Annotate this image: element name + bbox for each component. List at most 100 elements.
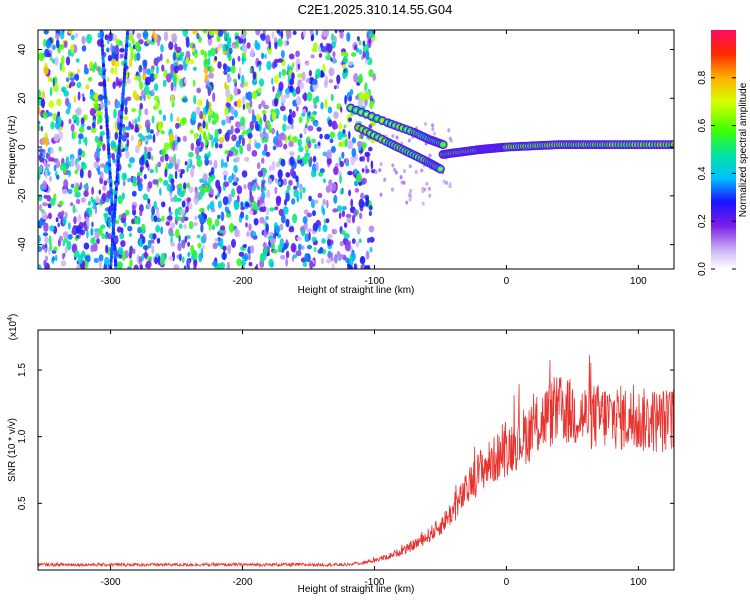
spectrogram-cell [263, 242, 267, 248]
spectrogram-cell [106, 47, 110, 53]
spectrogram-cell [295, 96, 302, 106]
spectrogram-cell [164, 168, 168, 178]
spectrogram-cell [117, 81, 123, 86]
spectrogram-cell [44, 236, 49, 244]
spectrogram-cell [354, 168, 358, 175]
spectrogram-cell [259, 206, 264, 212]
spectrogram-cell [311, 138, 317, 144]
spectrogram-cell [368, 69, 374, 78]
spectrogram-cell [208, 159, 213, 166]
spectrogram-cell [147, 147, 153, 152]
spectrogram-cell [266, 120, 271, 126]
spectrogram-cell [55, 217, 59, 223]
spectrogram-cell [330, 57, 333, 62]
spectrogram-cell [68, 118, 72, 125]
spectrogram-cell [298, 116, 303, 124]
spectrogram-cell [58, 235, 64, 242]
spectrogram-cell [173, 194, 178, 203]
spectrogram-cell [242, 103, 246, 110]
spectrogram-cell [286, 30, 292, 39]
spectrogram-cell [155, 163, 158, 174]
spectrogram-cell [142, 59, 148, 67]
spectrogram-cell [172, 76, 177, 83]
spectrogram-cell [61, 65, 66, 73]
spectrogram-cell [199, 110, 204, 120]
spectrogram-cell [447, 128, 451, 133]
spectrogram-cell [268, 165, 272, 172]
spectrogram-cell [147, 198, 151, 204]
spectrogram-cell [198, 125, 204, 135]
spectrogram-cell [408, 193, 411, 198]
spectrogram-cell [92, 204, 97, 210]
spectrogram-cell [323, 46, 328, 52]
spectrogram-cell [59, 30, 65, 40]
spectrogram-cell [358, 198, 365, 209]
spectrogram-cell [115, 53, 119, 62]
spectrogram-cell [317, 249, 324, 254]
spectrogram-cell [94, 61, 97, 70]
spectrogram-cell [337, 131, 343, 141]
spectrogram-cell [132, 90, 137, 100]
spectrogram-cell [379, 192, 383, 197]
spectrogram-cell [131, 204, 136, 211]
spectrogram-cell [261, 181, 265, 189]
spectrogram-cell [211, 224, 216, 231]
spectrogram-cell [104, 233, 108, 240]
spectrogram-cell [257, 185, 261, 191]
spectrogram-cell [133, 264, 139, 269]
spectrogram-cell [83, 242, 90, 250]
spectrogram-cell [245, 202, 250, 208]
spectrogram-cell [214, 142, 219, 149]
spectrogram-cell [351, 137, 357, 144]
spectrogram-cell [170, 112, 173, 123]
spectrogram-cell [271, 127, 275, 135]
spectrogram-cell [170, 242, 176, 247]
spectrogram-cell [114, 66, 118, 76]
spectrogram-cell [142, 30, 149, 40]
spectrogram-cell [163, 31, 169, 42]
snr-y-tick-label: 1.5 [17, 363, 28, 377]
spectrogram-cell [241, 95, 246, 105]
colorbar-tick-label: 0.0 [697, 262, 708, 276]
spectrogram-cell [400, 180, 404, 185]
spectrogram-cell [136, 52, 141, 61]
spectrogram-cell [217, 61, 222, 69]
spectrogram-cell [180, 216, 185, 223]
spectrogram-cell [217, 200, 222, 209]
spectrogram-cell [284, 199, 287, 206]
spectrogram-cell [235, 38, 239, 48]
spectrogram-cell [230, 65, 236, 74]
spectrogram-cell [234, 127, 241, 134]
spectrogram-cell [304, 233, 310, 243]
spectrogram-cell [100, 101, 104, 110]
spectrogram-cell [49, 86, 53, 97]
spectrogram-cell [63, 40, 68, 48]
spectrogram-cell [145, 260, 152, 269]
spectrogram-cell [356, 36, 360, 42]
spectrogram-cell [231, 57, 236, 68]
spectrogram-cell [297, 159, 303, 164]
spectrogram-cell [100, 171, 104, 179]
spectrogram-cell [431, 123, 435, 128]
spectrogram-cell [348, 189, 352, 197]
spectrogram-cell [448, 182, 452, 187]
spectrogram-cell [184, 161, 188, 166]
spectrogram-cell [383, 177, 387, 182]
spectrogram-cell [308, 231, 311, 241]
spectrogram-cell [103, 165, 110, 174]
spectrogram-cell [186, 165, 189, 173]
spectrogram-cell [200, 49, 205, 56]
spectrogram-cell [291, 256, 295, 262]
spectrogram-cell [255, 263, 259, 269]
spectrogram-cell [296, 236, 302, 241]
spectrogram-cell [126, 65, 129, 70]
spectrogram-cell [224, 150, 229, 155]
spectrogram-cell [204, 50, 207, 59]
spectrogram-cell [277, 58, 284, 63]
spectrogram-cell [194, 133, 198, 141]
spectrogram-cell [345, 257, 350, 264]
spectrogram-cell [147, 151, 151, 160]
spectrogram-cell [299, 82, 305, 90]
spectrogram-cell [98, 189, 102, 195]
spectrogram-cell [98, 226, 103, 236]
